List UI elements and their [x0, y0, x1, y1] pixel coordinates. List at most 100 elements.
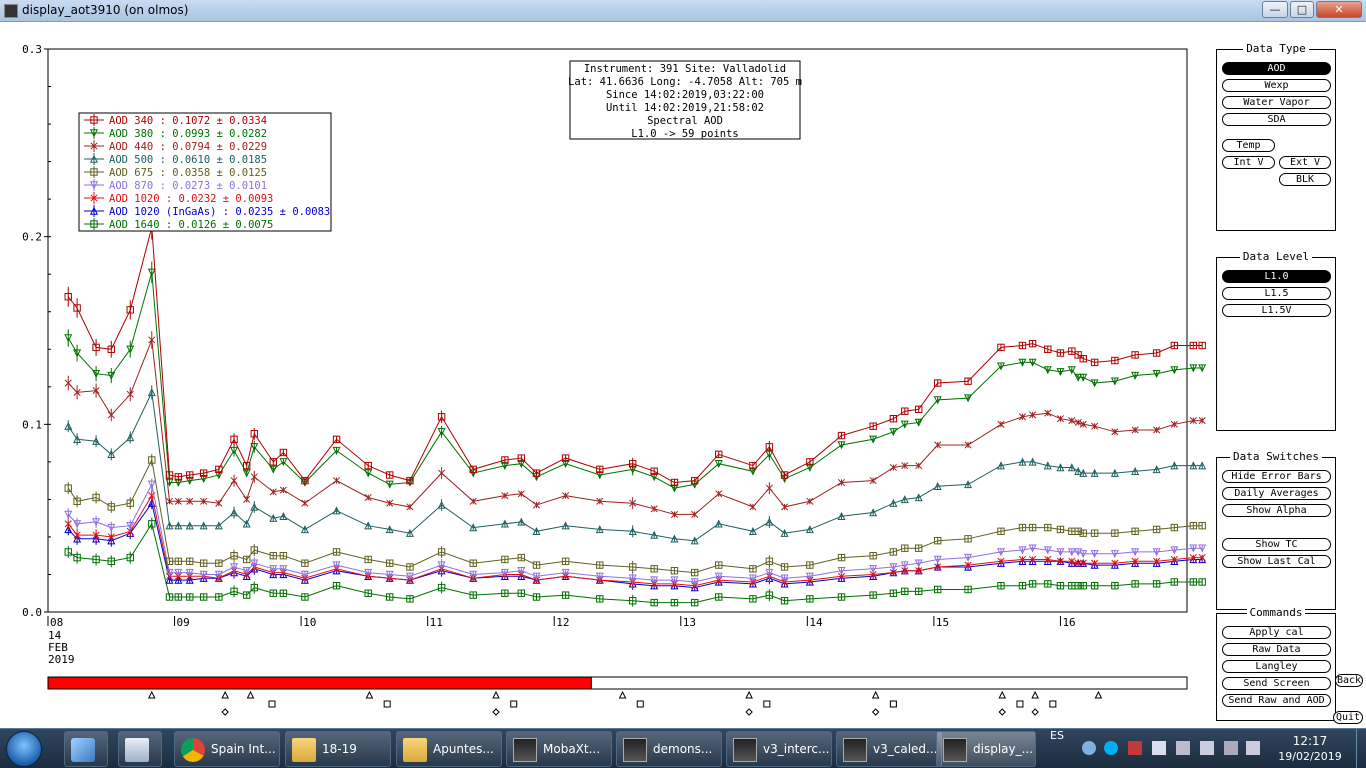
taskbar-item[interactable]: v3_caled... [836, 731, 942, 767]
send-screen-button[interactable]: Send Screen [1222, 677, 1331, 690]
wexp-button[interactable]: Wexp [1222, 79, 1331, 92]
raw-data-button[interactable]: Raw Data [1222, 643, 1331, 656]
ext-v-button[interactable]: Ext V [1279, 156, 1331, 169]
series-aod-675 [64, 453, 1206, 577]
data-point [301, 499, 309, 507]
quit-button[interactable]: Quit [1333, 711, 1363, 724]
x-date-label: FEB [48, 641, 68, 654]
water-vapor-button[interactable]: Water Vapor [1222, 96, 1331, 109]
data-point [933, 379, 942, 387]
data-point [1067, 463, 1076, 472]
data-point [469, 570, 478, 579]
clock-date: 19/02/2019 [1278, 750, 1342, 763]
data-point [765, 568, 774, 577]
data-point [185, 575, 194, 584]
quick-launch-explorer[interactable] [64, 731, 108, 767]
window-titlebar[interactable]: display_aot3910 (on olmos) — □ ✕ [0, 0, 1366, 22]
close-button[interactable]: ✕ [1316, 1, 1362, 18]
l1-0-button[interactable]: L1.0 [1222, 270, 1331, 283]
data-point [780, 471, 789, 479]
data-point [561, 454, 570, 462]
taskbar-item-label: v3_caled... [873, 742, 938, 756]
taskbar-item[interactable]: demons... [616, 731, 722, 767]
legend-entry: AOD 1020 (InGaAs) : 0.0235 ± 0.0083 [109, 206, 330, 218]
show-tc-button[interactable]: Show TC [1222, 538, 1331, 551]
l1-5v-button[interactable]: L1.5V [1222, 304, 1331, 317]
security-icon[interactable] [1128, 741, 1142, 755]
data-point [214, 521, 223, 530]
data-point [690, 568, 699, 577]
taskbar-item[interactable]: 18-19 [285, 731, 391, 767]
data-point [1110, 377, 1119, 386]
int-v-button[interactable]: Int V [1222, 156, 1275, 169]
data-point [469, 497, 477, 505]
data-point [629, 499, 637, 507]
taskbar-item-label: MobaXt... [543, 742, 601, 756]
data-point [185, 568, 194, 577]
timeline-triangle-mark [147, 690, 156, 699]
sda-button[interactable]: SDA [1222, 113, 1331, 126]
data-point [501, 492, 509, 500]
terminal-icon [843, 738, 867, 762]
timeline-diamond-mark [871, 708, 880, 716]
language-indicator[interactable]: ES [1050, 729, 1064, 742]
back-button[interactable]: Back [1335, 674, 1363, 687]
network-icon[interactable] [1082, 741, 1096, 755]
data-point [997, 420, 1005, 428]
langley-button[interactable]: Langley [1222, 660, 1331, 673]
show-alpha-button[interactable]: Show Alpha [1222, 504, 1331, 517]
l1-5-button[interactable]: L1.5 [1222, 287, 1331, 300]
blk-button[interactable]: BLK [1279, 173, 1331, 186]
show-desktop-button[interactable] [1356, 729, 1366, 768]
data-point [92, 518, 101, 527]
data-point [438, 469, 446, 477]
data-point [1198, 554, 1206, 562]
taskbar-item[interactable]: v3_interc... [726, 731, 832, 767]
data-point [126, 390, 134, 398]
taskbar-item[interactable]: Apuntes... [396, 731, 502, 767]
data-point [532, 501, 541, 509]
maximize-button[interactable]: □ [1290, 1, 1314, 18]
start-button[interactable] [6, 731, 42, 767]
send-raw-and-aod-button[interactable]: Send Raw and AOD [1222, 694, 1331, 707]
skype-icon[interactable] [1104, 741, 1118, 755]
data-point [628, 574, 637, 583]
volume-icon[interactable] [1246, 741, 1260, 755]
data-point [997, 557, 1005, 565]
data-type-panel: Data Type AOD Wexp Water Vapor SDA Temp … [1216, 42, 1336, 231]
data-point [806, 595, 814, 603]
signal-icon[interactable] [1224, 741, 1238, 755]
temp-button[interactable]: Temp [1222, 139, 1275, 152]
data-point [73, 531, 81, 539]
hide-error-bars-button[interactable]: Hide Error Bars [1222, 470, 1331, 483]
data-point [561, 521, 570, 530]
data-point [73, 534, 82, 543]
minimize-button[interactable]: — [1262, 1, 1288, 18]
clock[interactable]: 12:17 19/02/2019 [1270, 729, 1350, 768]
data-point [199, 593, 208, 601]
data-point [126, 306, 134, 314]
data-point [64, 520, 72, 528]
daily-averages-button[interactable]: Daily Averages [1222, 487, 1331, 500]
battery-icon[interactable] [1200, 741, 1214, 755]
taskbar-item[interactable]: Spain Int... [174, 731, 280, 767]
data-point [1028, 523, 1037, 532]
taskbar-item[interactable]: display_... [936, 731, 1036, 767]
series-aod-500 [64, 385, 1207, 545]
show-last-cal-button[interactable]: Show Last Cal [1222, 555, 1331, 568]
data-point [250, 443, 259, 452]
data-point [1189, 461, 1198, 470]
data-point [126, 499, 134, 507]
taskbar-item[interactable]: MobaXt... [506, 731, 612, 767]
data-point [562, 492, 570, 500]
apply-cal-button[interactable]: Apply cal [1222, 626, 1331, 639]
data-point [332, 446, 341, 455]
quick-launch-calculator[interactable] [118, 731, 162, 767]
data-point [1152, 580, 1161, 588]
flag-icon[interactable] [1152, 741, 1166, 755]
data-point [901, 567, 909, 575]
data-point [1068, 417, 1076, 425]
device-icon[interactable] [1176, 741, 1190, 755]
data-point [889, 569, 897, 577]
aod-button[interactable]: AOD [1222, 62, 1331, 75]
